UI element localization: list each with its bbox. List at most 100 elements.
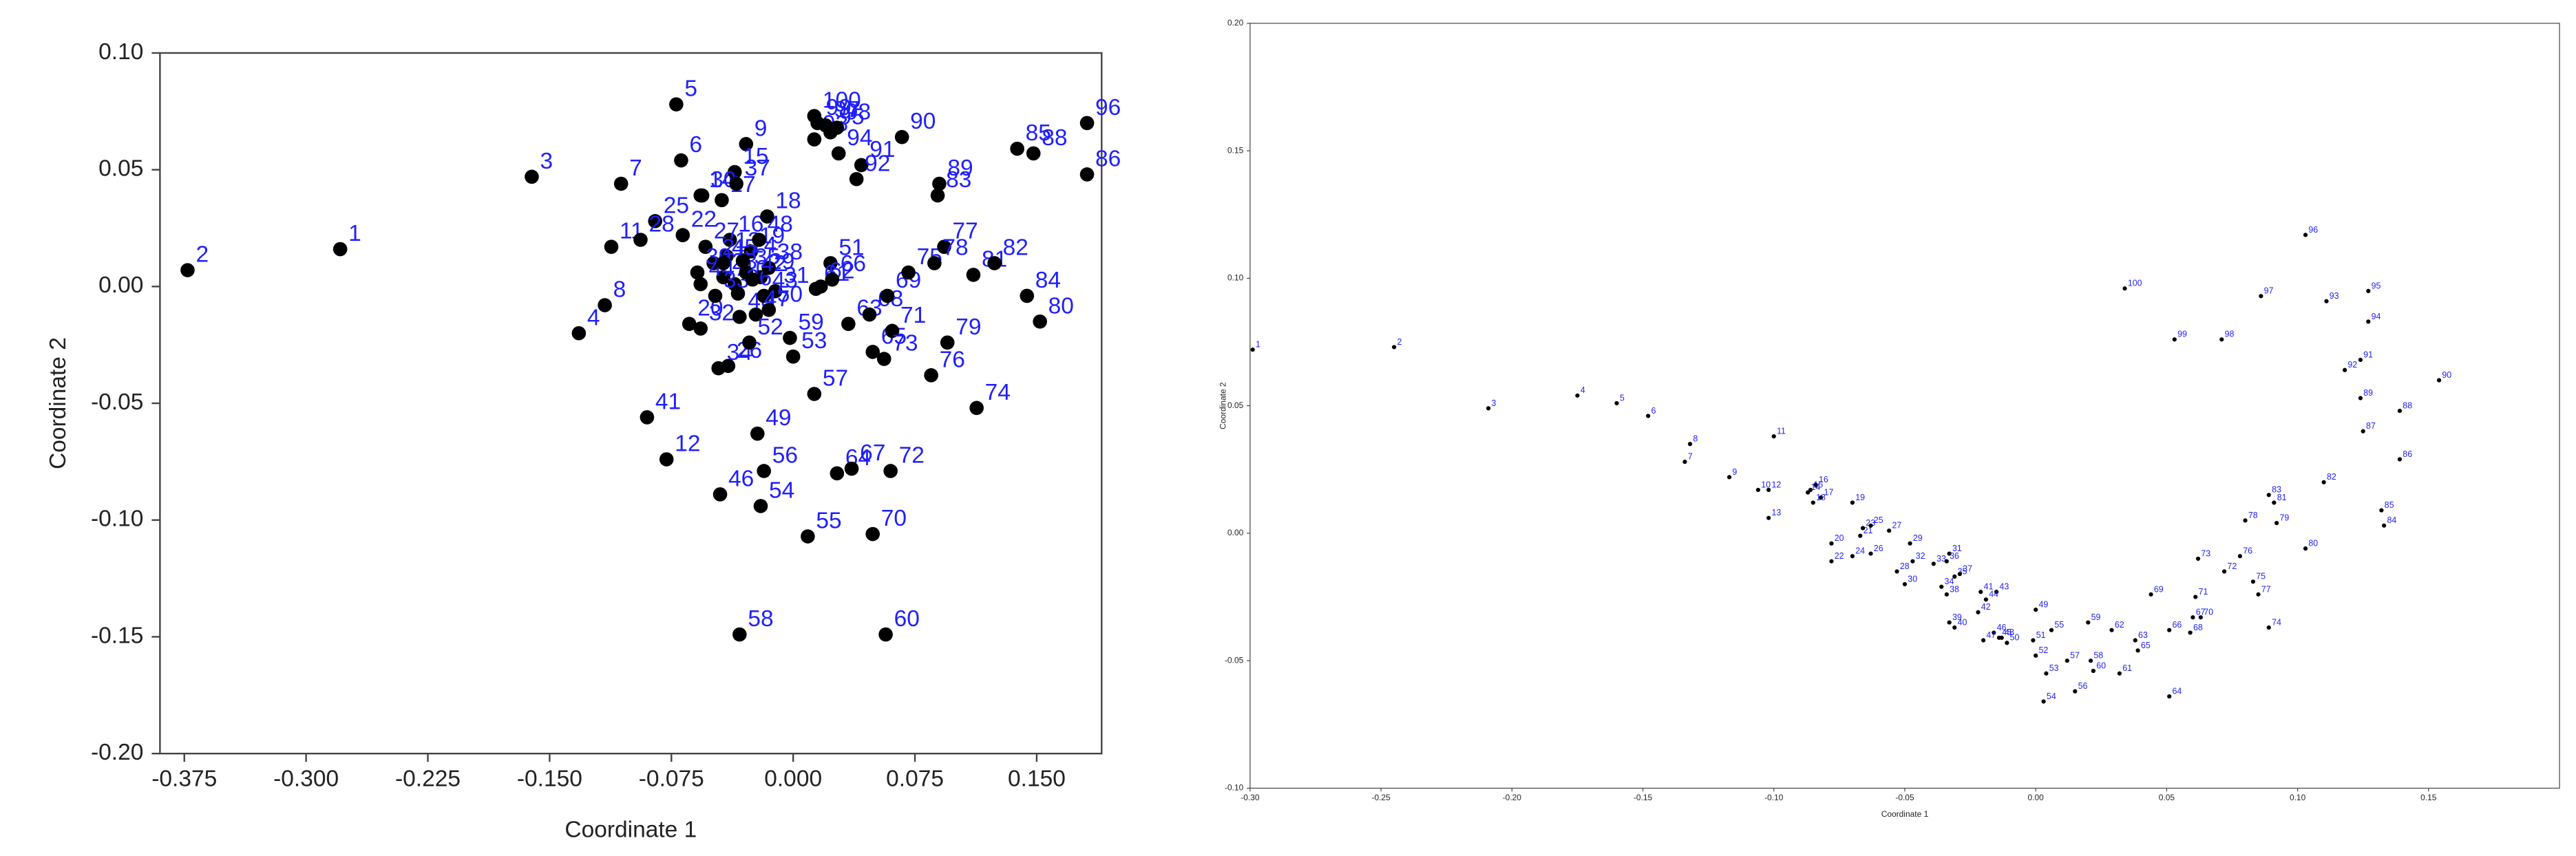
point bbox=[752, 233, 766, 247]
point-label: 100 bbox=[2128, 279, 2142, 288]
point bbox=[745, 272, 760, 287]
point-label: 82 bbox=[2327, 472, 2336, 482]
point bbox=[1079, 116, 1095, 131]
point-label: 30 bbox=[1908, 574, 1917, 584]
point-label: 39 bbox=[1952, 612, 1962, 622]
point-label: 81 bbox=[2277, 493, 2287, 502]
point bbox=[1682, 460, 1687, 464]
point bbox=[693, 277, 708, 292]
point bbox=[894, 129, 909, 145]
point bbox=[1908, 541, 1912, 546]
x-tick-label: -0.075 bbox=[639, 766, 704, 791]
point bbox=[757, 288, 772, 303]
point bbox=[883, 464, 898, 478]
point bbox=[1860, 526, 1866, 531]
y-tick-label: -0.10 bbox=[1225, 783, 1244, 793]
point-label: 89 bbox=[947, 156, 973, 181]
point bbox=[1952, 625, 1957, 630]
x-axis-title: Coordinate 1 bbox=[564, 817, 697, 843]
point-label: 7 bbox=[629, 156, 642, 181]
point-label: 67 bbox=[2196, 608, 2206, 617]
point-label: 10 bbox=[1761, 480, 1771, 489]
point-label: 32 bbox=[1916, 551, 1925, 561]
point bbox=[712, 487, 728, 502]
point-label: 38 bbox=[777, 239, 803, 265]
point bbox=[739, 137, 754, 151]
point bbox=[785, 349, 801, 364]
point bbox=[2303, 233, 2308, 237]
point-label: 48 bbox=[768, 212, 793, 237]
point-label: 21 bbox=[1864, 526, 1873, 535]
point bbox=[760, 209, 774, 224]
point bbox=[698, 239, 713, 254]
point bbox=[730, 286, 746, 301]
point bbox=[987, 256, 1002, 270]
point-label: 5 bbox=[684, 76, 697, 102]
point-label: 72 bbox=[2227, 561, 2237, 571]
point-label: 96 bbox=[2308, 225, 2318, 235]
point bbox=[1939, 584, 1944, 589]
point bbox=[1952, 574, 1957, 579]
point-label: 3 bbox=[1491, 398, 1496, 408]
point bbox=[849, 171, 864, 186]
point bbox=[690, 265, 705, 280]
x-tick-label: -0.150 bbox=[517, 766, 582, 791]
point bbox=[932, 176, 947, 191]
point-label: 11 bbox=[1777, 427, 1786, 436]
point bbox=[1978, 590, 1983, 595]
point-label: 90 bbox=[910, 109, 936, 134]
x-tick-label: -0.300 bbox=[273, 766, 339, 791]
point bbox=[1957, 572, 1962, 577]
y-tick-label: 0.20 bbox=[1227, 18, 1244, 28]
point bbox=[1771, 434, 1776, 439]
point-label: 82 bbox=[1003, 235, 1028, 260]
point bbox=[865, 345, 880, 359]
point-label: 48 bbox=[2005, 628, 2014, 637]
point bbox=[2219, 337, 2224, 342]
point bbox=[2324, 299, 2329, 303]
point-label: 54 bbox=[769, 478, 794, 503]
point-label: 85 bbox=[1026, 120, 1051, 146]
point-label: 18 bbox=[775, 189, 801, 214]
point-label: 59 bbox=[2091, 612, 2101, 622]
point-label: 19 bbox=[1855, 493, 1865, 502]
point bbox=[880, 288, 895, 303]
x-tick-label: 0.10 bbox=[2290, 793, 2306, 802]
point-label: 92 bbox=[2347, 360, 2357, 370]
point bbox=[332, 242, 348, 257]
point-label: 78 bbox=[2248, 511, 2258, 520]
point-label: 37 bbox=[1963, 564, 1972, 574]
point-label: 84 bbox=[2387, 515, 2396, 525]
point-label: 60 bbox=[894, 606, 920, 632]
x-tick-label: 0.000 bbox=[764, 766, 822, 791]
point-label: 98 bbox=[2225, 330, 2235, 339]
point-label: 90 bbox=[2442, 370, 2451, 380]
point bbox=[659, 452, 674, 467]
point bbox=[1850, 554, 1855, 559]
point bbox=[1829, 559, 1834, 564]
point bbox=[2397, 457, 2403, 462]
point bbox=[2073, 689, 2078, 694]
point bbox=[2366, 288, 2371, 294]
point bbox=[2034, 607, 2038, 612]
point bbox=[801, 529, 815, 544]
point-label: 29 bbox=[1913, 533, 1923, 543]
x-tick-label: 0.075 bbox=[886, 766, 944, 791]
point bbox=[2321, 480, 2326, 484]
point bbox=[844, 461, 859, 476]
point-label: 6 bbox=[1651, 406, 1656, 416]
point bbox=[748, 307, 763, 322]
point bbox=[2172, 337, 2177, 342]
point bbox=[693, 321, 708, 336]
point-label: 65 bbox=[2141, 641, 2151, 650]
point-label: 8 bbox=[1693, 434, 1698, 444]
point bbox=[937, 239, 951, 254]
point bbox=[613, 176, 629, 191]
point-label: 91 bbox=[2363, 350, 2373, 359]
point-label: 93 bbox=[2330, 291, 2339, 301]
point-label: 66 bbox=[2173, 620, 2182, 630]
point-label: 68 bbox=[2193, 623, 2203, 632]
point-label: 88 bbox=[2403, 400, 2412, 410]
point bbox=[1646, 414, 1651, 418]
point bbox=[1868, 523, 1873, 528]
